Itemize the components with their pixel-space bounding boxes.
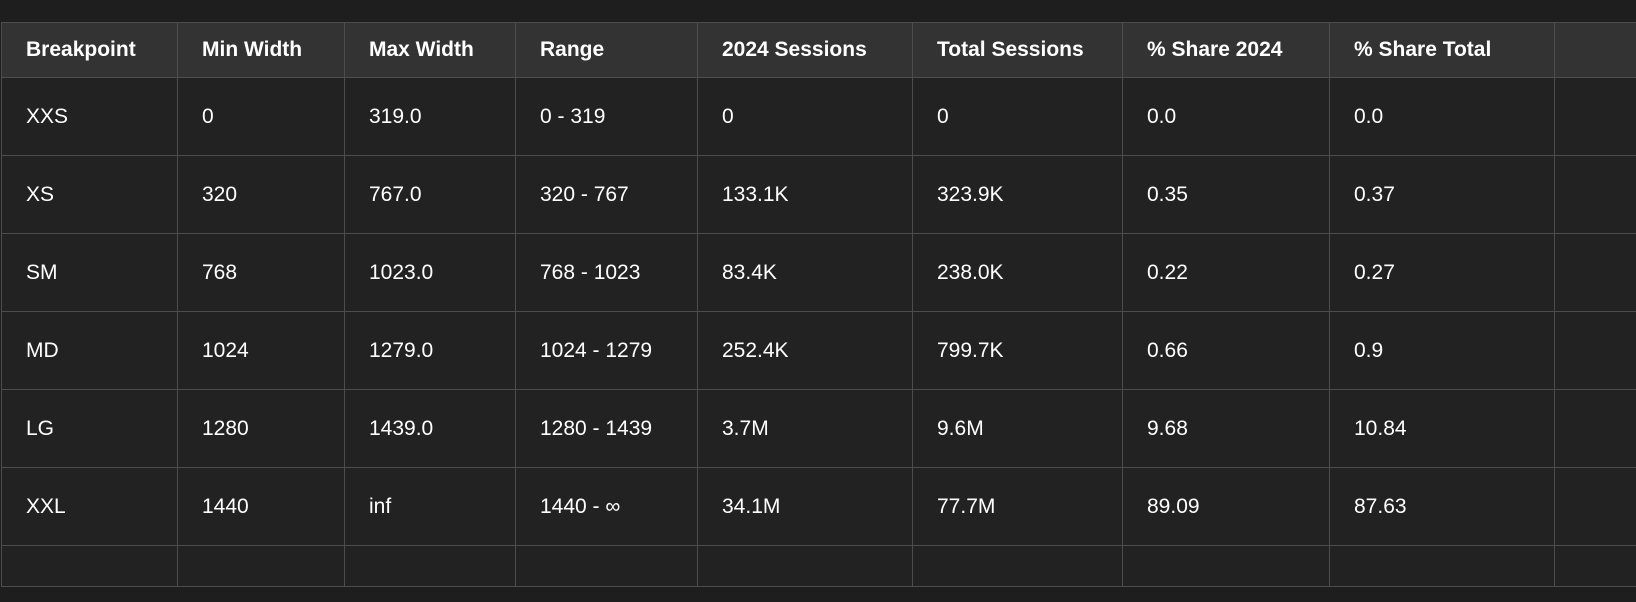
cell-share-total: 0.27 (1330, 234, 1555, 312)
table-row: XXL 1440 inf 1440 - ∞ 34.1M 77.7M 89.09 … (2, 468, 1636, 546)
cell-breakpoint: MD (2, 312, 178, 390)
cell-share-2024: 89.09 (1123, 468, 1330, 546)
cell-breakpoint: XS (2, 156, 178, 234)
cell-min-width: 768 (178, 234, 345, 312)
cell-share-2024: 0.22 (1123, 234, 1330, 312)
cell-max-width: 1279.0 (345, 312, 516, 390)
cell-share-2024: 9.68 (1123, 390, 1330, 468)
cell-range: 1280 - 1439 (516, 390, 698, 468)
cell-empty (2, 546, 178, 587)
table-row-partial (2, 546, 1636, 587)
cell-total-sessions: 323.9K (913, 156, 1123, 234)
cell-breakpoint: SM (2, 234, 178, 312)
cell-breakpoint: XXL (2, 468, 178, 546)
cell-empty (698, 546, 913, 587)
cell-breakpoint: XXS (2, 78, 178, 156)
cell-empty (516, 546, 698, 587)
column-header-min-width[interactable]: Min Width (178, 23, 345, 78)
cell-share-2024: 0.35 (1123, 156, 1330, 234)
table-row: SM 768 1023.0 768 - 1023 83.4K 238.0K 0.… (2, 234, 1636, 312)
cell-share-2024: 0.0 (1123, 78, 1330, 156)
cell-range: 1440 - ∞ (516, 468, 698, 546)
cell-empty (178, 546, 345, 587)
column-header-share-2024[interactable]: % Share 2024 (1123, 23, 1330, 78)
cell-min-width: 1280 (178, 390, 345, 468)
table-row: XXS 0 319.0 0 - 319 0 0 0.0 0.0 (2, 78, 1636, 156)
cell-breakpoint: LG (2, 390, 178, 468)
cell-min-width: 1024 (178, 312, 345, 390)
cell-empty (913, 546, 1123, 587)
cell-2024-sessions: 133.1K (698, 156, 913, 234)
column-header-overflow[interactable] (1555, 23, 1636, 78)
column-header-breakpoint[interactable]: Breakpoint (2, 23, 178, 78)
cell-2024-sessions: 3.7M (698, 390, 913, 468)
cell-overflow (1555, 390, 1636, 468)
breakpoints-table: Breakpoint Min Width Max Width Range 202… (1, 22, 1636, 587)
cell-share-total: 10.84 (1330, 390, 1555, 468)
column-header-total-sessions[interactable]: Total Sessions (913, 23, 1123, 78)
cell-empty (345, 546, 516, 587)
cell-max-width: 319.0 (345, 78, 516, 156)
cell-share-total: 0.37 (1330, 156, 1555, 234)
table-container[interactable]: Breakpoint Min Width Max Width Range 202… (1, 22, 1636, 602)
column-header-share-total[interactable]: % Share Total (1330, 23, 1555, 78)
cell-total-sessions: 238.0K (913, 234, 1123, 312)
cell-overflow (1555, 468, 1636, 546)
table-row: LG 1280 1439.0 1280 - 1439 3.7M 9.6M 9.6… (2, 390, 1636, 468)
cell-overflow (1555, 312, 1636, 390)
cell-range: 320 - 767 (516, 156, 698, 234)
top-bar (0, 0, 1636, 22)
cell-min-width: 1440 (178, 468, 345, 546)
header-row: Breakpoint Min Width Max Width Range 202… (2, 23, 1636, 78)
column-header-2024-sessions[interactable]: 2024 Sessions (698, 23, 913, 78)
column-header-range[interactable]: Range (516, 23, 698, 78)
cell-share-2024: 0.66 (1123, 312, 1330, 390)
cell-2024-sessions: 34.1M (698, 468, 913, 546)
cell-max-width: 1439.0 (345, 390, 516, 468)
cell-total-sessions: 0 (913, 78, 1123, 156)
cell-max-width: 1023.0 (345, 234, 516, 312)
cell-2024-sessions: 252.4K (698, 312, 913, 390)
cell-range: 0 - 319 (516, 78, 698, 156)
column-header-max-width[interactable]: Max Width (345, 23, 516, 78)
cell-empty (1330, 546, 1555, 587)
cell-min-width: 320 (178, 156, 345, 234)
cell-overflow (1555, 78, 1636, 156)
cell-empty (1555, 546, 1636, 587)
cell-max-width: 767.0 (345, 156, 516, 234)
cell-max-width: inf (345, 468, 516, 546)
cell-share-total: 0.0 (1330, 78, 1555, 156)
cell-2024-sessions: 0 (698, 78, 913, 156)
cell-empty (1123, 546, 1330, 587)
cell-total-sessions: 799.7K (913, 312, 1123, 390)
cell-2024-sessions: 83.4K (698, 234, 913, 312)
table-row: XS 320 767.0 320 - 767 133.1K 323.9K 0.3… (2, 156, 1636, 234)
cell-range: 768 - 1023 (516, 234, 698, 312)
table-row: MD 1024 1279.0 1024 - 1279 252.4K 799.7K… (2, 312, 1636, 390)
cell-min-width: 0 (178, 78, 345, 156)
cell-range: 1024 - 1279 (516, 312, 698, 390)
cell-share-total: 87.63 (1330, 468, 1555, 546)
cell-overflow (1555, 234, 1636, 312)
cell-total-sessions: 9.6M (913, 390, 1123, 468)
cell-total-sessions: 77.7M (913, 468, 1123, 546)
cell-overflow (1555, 156, 1636, 234)
cell-share-total: 0.9 (1330, 312, 1555, 390)
